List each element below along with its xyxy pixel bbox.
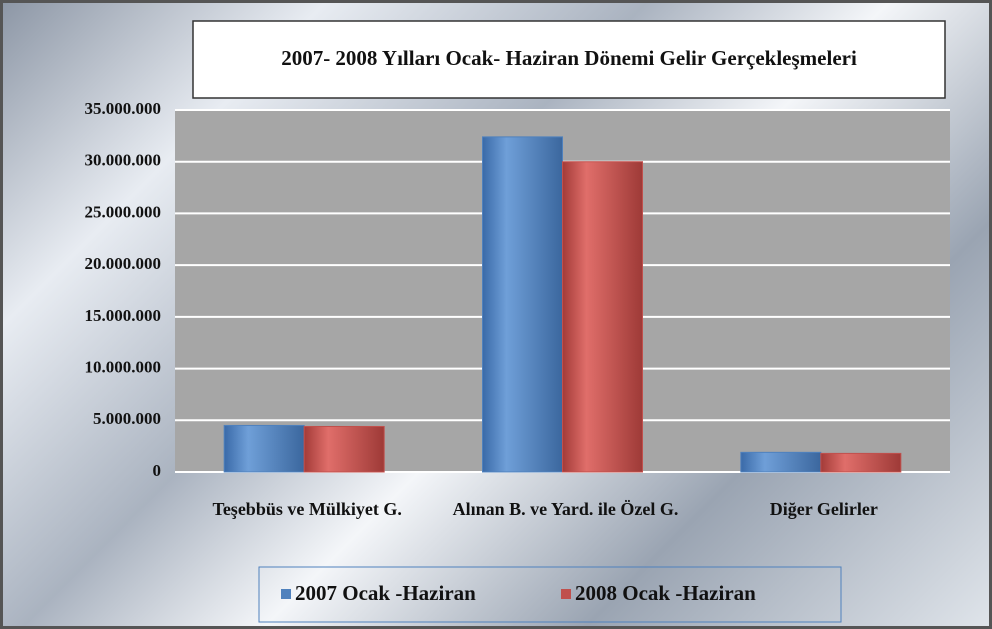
legend-box <box>258 566 842 623</box>
x-tick-label: Diğer Gelirler <box>769 499 878 519</box>
chart-title: 2007- 2008 Yılları Ocak- Haziran Dönemi … <box>281 46 857 70</box>
bar <box>303 425 385 473</box>
x-tick-label: Alınan B. ve Yard. ile Özel G. <box>452 499 679 519</box>
y-tick-label: 10.000.000 <box>85 357 162 376</box>
chart: 2007- 2008 Yılları Ocak- Haziran Dönemi … <box>85 20 950 623</box>
y-tick-label: 30.000.000 <box>85 151 162 170</box>
legend-label: 2008 Ocak -Haziran <box>575 581 756 605</box>
x-tick-label: Teşebbüs ve Mülkiyet G. <box>212 499 402 519</box>
y-tick-label: 0 <box>153 461 162 480</box>
title-box <box>192 20 946 99</box>
bar <box>223 424 305 473</box>
bar <box>482 136 563 473</box>
y-tick-label: 35.000.000 <box>85 99 162 118</box>
bar <box>740 451 822 473</box>
legend-label: 2007 Ocak -Haziran <box>295 581 476 605</box>
legend-swatch <box>281 589 291 599</box>
y-tick-label: 20.000.000 <box>85 254 162 273</box>
y-tick-label: 25.000.000 <box>85 202 162 221</box>
bar <box>562 161 643 473</box>
y-tick-label: 5.000.000 <box>93 409 161 428</box>
bar <box>820 452 902 473</box>
y-tick-label: 15.000.000 <box>85 306 162 325</box>
legend-swatch <box>561 589 571 599</box>
